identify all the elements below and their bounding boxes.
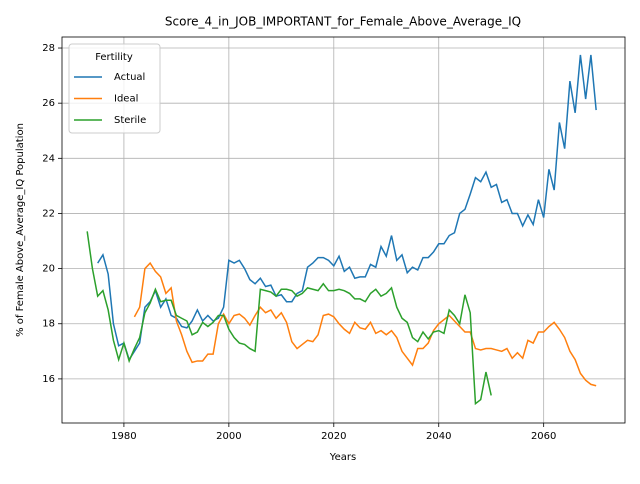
legend-label: Ideal xyxy=(114,94,138,105)
series-line xyxy=(97,54,597,362)
legend: Fertility Actual Ideal Sterile xyxy=(68,43,161,134)
y-tick-label: 22 xyxy=(42,208,55,219)
y-tick-label: 28 xyxy=(42,43,55,54)
plot-frame xyxy=(61,36,626,424)
x-tick-label: 2020 xyxy=(321,431,346,442)
y-axis-label: % of Female Above_Average_IQ Population xyxy=(15,123,26,337)
x-tick-label: 2040 xyxy=(426,431,451,442)
series-line xyxy=(133,261,597,387)
lines xyxy=(86,54,597,406)
y-tick-label: 26 xyxy=(42,98,55,109)
y-tick-label: 18 xyxy=(42,319,55,330)
legend-label: Sterile xyxy=(114,115,146,126)
y-tick-label: 20 xyxy=(42,264,55,275)
y-tick-label: 24 xyxy=(42,153,55,164)
x-tick-label: 2060 xyxy=(531,431,556,442)
x-tick-label: 2000 xyxy=(216,431,241,442)
x-axis-label: Years xyxy=(329,452,356,463)
legend-box xyxy=(68,43,161,134)
legend-title: Fertility xyxy=(95,52,133,63)
chart-title: Score_4_in_JOB_IMPORTANT_for_Female_Abov… xyxy=(165,15,521,29)
x-tick-label: 1980 xyxy=(111,431,136,442)
series-line xyxy=(86,231,492,406)
legend-label: Actual xyxy=(114,72,145,83)
y-tick-label: 16 xyxy=(42,374,55,385)
